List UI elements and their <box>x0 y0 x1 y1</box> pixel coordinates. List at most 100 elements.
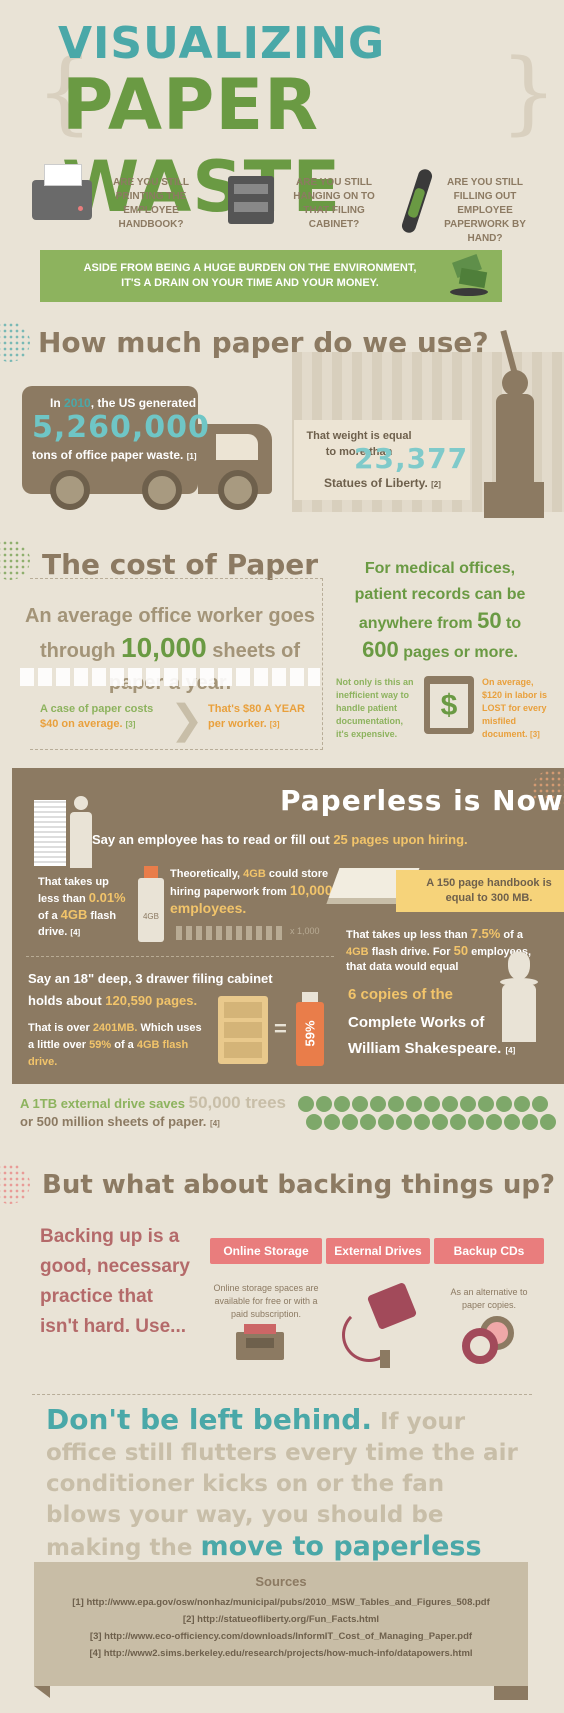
employee-line: Say an employee has to read or fill out … <box>92 832 468 847</box>
case-price: $40 on average. <box>40 718 123 730</box>
dots-decoration <box>0 540 30 580</box>
sources-list: [1] http://www.epa.gov/osw/nonhaz/munici… <box>34 1594 528 1662</box>
tb-ref: [4] <box>210 1119 220 1128</box>
cabinet-of: of a <box>114 1039 134 1051</box>
handbook-pct-end: flash drive. For <box>371 946 451 958</box>
cabinet-line-1: Say an 18" deep, 3 drawer filing cabinet… <box>28 968 308 1012</box>
handbook-pct: 7.5% <box>470 926 501 941</box>
cabinet-which: Which uses a little over <box>28 1022 202 1051</box>
medical-to: to <box>506 615 522 632</box>
labor-ref: [3] <box>530 730 540 739</box>
worker-pre: An average office worker goes through <box>24 605 316 662</box>
paperless-panel <box>12 768 564 1084</box>
bracket-right: } <box>500 40 558 145</box>
sources-box: Sources [1] http://www.epa.gov/osw/nonha… <box>34 1562 528 1686</box>
worker-line: An average office worker goes through 10… <box>22 600 318 699</box>
takes-up-end: flash drive. <box>38 910 117 938</box>
handbook-2: handbook is equal to <box>445 877 552 904</box>
source-item[interactable]: [3] http://www.eco-officiency.com/downlo… <box>89 1631 473 1642</box>
online-storage-label: Online Storage <box>210 1238 322 1264</box>
handbook-mb: 300 MB. <box>490 892 533 904</box>
ribbon-fold-left <box>34 1686 50 1698</box>
source-item[interactable]: [4] http://www2.sims.berkeley.edu/resear… <box>89 1648 473 1659</box>
truck-year: 2010 <box>64 396 91 410</box>
question-3: ARE YOU STILL FILLING OUT EMPLOYEE PAPER… <box>444 177 526 244</box>
cabinet-over: That is over <box>28 1022 90 1034</box>
takes-up-post: of a <box>38 910 58 922</box>
people-count: x 1,000 <box>290 926 320 936</box>
flash-label: 4GB <box>142 912 159 921</box>
medical-2: pages or more. <box>403 644 518 661</box>
handbook-pct-line: That takes up less than 7.5% of a 4GB fl… <box>346 926 546 975</box>
labor-text: On average, $120 in labor is LOST for ev… <box>482 677 548 739</box>
cabinet-line-2: That is over 2401MB. Which uses a little… <box>28 1020 208 1071</box>
handbook-1: A <box>426 877 434 889</box>
bracket-left: { <box>36 40 94 145</box>
handbook-50: 50 <box>453 943 469 958</box>
employee-text: Say an employee has to read or fill out <box>92 832 330 847</box>
theory-line: Theoretically, 4GB could store hiring pa… <box>170 866 340 918</box>
flash-drive-icon: 59% <box>296 992 324 1066</box>
medical-1: For medical offices, patient records can… <box>354 560 526 632</box>
takes-up-line: That takes up less than 0.01% of a 4GB f… <box>38 874 128 941</box>
employee-pages: 25 pages upon hiring. <box>333 832 468 847</box>
cabinet-gb: 4GB flash drive. <box>28 1039 189 1068</box>
question-1: ARE YOU STILL PRINTING THE EMPLOYEE HAND… <box>113 177 189 230</box>
truck-unit-line: tons of office paper waste. [1] <box>32 448 196 462</box>
inefficient-text: Not only is this an inefficient way to h… <box>336 677 414 739</box>
takes-up-text: That takes up less than <box>38 876 109 905</box>
handbook-gb: 4GB <box>346 946 369 958</box>
takes-up-ref: [4] <box>70 928 81 937</box>
tb-post: or 500 million sheets of paper. <box>20 1114 207 1129</box>
handbook-pct-post: of a <box>503 929 523 941</box>
backup-intro: Backing up is a good, necessary practice… <box>40 1226 190 1337</box>
filing-cabinet-icon <box>218 996 268 1064</box>
handbook-pages: 150 page <box>436 877 484 889</box>
medical-50: 50 <box>477 608 502 633</box>
inbox-tray-icon <box>236 1324 284 1360</box>
sources-title: Sources <box>255 1574 307 1589</box>
works-ref: [4] <box>505 1046 516 1055</box>
printer-icon <box>32 164 92 220</box>
truck-amount: 5,260,000 <box>32 410 210 445</box>
works-line: Complete Works of William Shakespeare. [… <box>348 1010 538 1064</box>
header: { } VISUALIZING PAPER WASTE ARE YOU STIL… <box>0 0 564 302</box>
dots-decoration <box>532 770 564 810</box>
banner-text: ASIDE FROM BEING A HUGE BURDEN ON THE EN… <box>83 262 417 289</box>
dots-decoration <box>0 322 30 362</box>
truck-unit: tons of office paper waste. <box>32 448 184 462</box>
shakespeare-icon <box>494 952 546 1042</box>
case-line: A case of paper costs $40 on average. [3… <box>40 702 160 732</box>
truck-year-pre: In <box>50 396 61 410</box>
dots-decoration <box>0 1164 30 1204</box>
takes-up-gb: 4GB <box>60 907 88 922</box>
chevron-right-icon: ❯ <box>170 698 204 742</box>
labor-line: On average, $120 in labor is LOST for ev… <box>482 676 552 741</box>
source-item[interactable]: [1] http://www.epa.gov/osw/nonhaz/munici… <box>72 1597 490 1608</box>
theory-gb: 4GB <box>243 868 266 880</box>
works-text: Complete Works of William Shakespeare. <box>348 1014 502 1057</box>
copies-text: 6 copies of the <box>348 986 454 1003</box>
trees-row <box>296 1094 564 1132</box>
cabinet-icon <box>228 176 274 224</box>
theory-amount: 10,000 employees. <box>170 882 333 916</box>
external-drives-label: External Drives <box>326 1238 430 1264</box>
source-item[interactable]: [2] http://statueofliberty.org/Fun_Facts… <box>182 1614 380 1625</box>
weight-text: That weight is equal to more than <box>306 430 412 458</box>
people-row <box>176 926 286 940</box>
question-2: ARE YOU STILL HANGING ON TO THAT FILING … <box>293 177 375 230</box>
case-ref: [3] <box>125 720 136 729</box>
header-banner: ASIDE FROM BEING A HUGE BURDEN ON THE EN… <box>40 250 502 302</box>
cost-title: The cost of Paper <box>42 548 319 581</box>
backup-title: But what about backing things up? <box>42 1170 556 1200</box>
closing-lead: Don't be left behind. <box>46 1403 372 1436</box>
cost-divider <box>30 578 323 750</box>
worker-amount: 10,000 <box>121 632 207 663</box>
paper-sheets-row <box>20 668 320 686</box>
year-line: That's $80 A YEAR per worker. [3] <box>208 702 320 732</box>
online-storage-desc: Online storage spaces are available for … <box>213 1283 319 1319</box>
cabinet-drive-label: 59% <box>302 1020 318 1047</box>
truck-ref: [1] <box>186 452 197 461</box>
truck-year-post: , the US generated <box>90 396 197 410</box>
cabinet-1: Say an 18" deep, 3 drawer filing cabinet… <box>28 971 273 1008</box>
